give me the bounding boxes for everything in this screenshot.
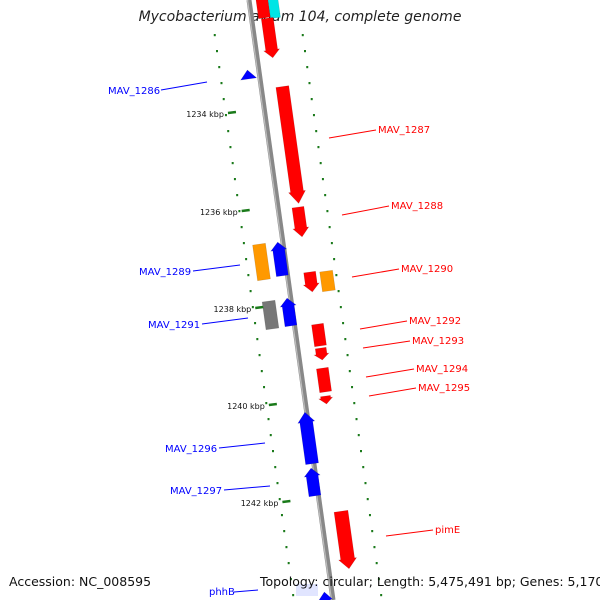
feature-mav-1294[interactable]: [316, 366, 332, 394]
feature-top-cyan[interactable]: [267, 0, 281, 19]
inner-dotted-ring: [213, 34, 295, 597]
gene-label-pime[interactable]: pimE: [385, 525, 460, 537]
feature-pimE[interactable]: [332, 509, 358, 570]
accession-text: Accession: NC_008595: [9, 574, 152, 589]
gene-label-mav-1290[interactable]: MAV_1290: [351, 264, 453, 278]
feature-mav-1289-orange[interactable]: [252, 242, 271, 282]
feature-mav-1290[interactable]: [302, 270, 321, 293]
tick-label: 1236 kbp: [200, 208, 238, 217]
feature-phhB-shadow: [296, 584, 318, 596]
gene-label-phhb[interactable]: phhB: [209, 587, 259, 598]
svg-text:MAV_1288: MAV_1288: [391, 201, 443, 212]
feature-mav-1291-gray[interactable]: [261, 299, 280, 331]
svg-text:MAV_1290: MAV_1290: [401, 264, 453, 275]
gene-label-mav-1287[interactable]: MAV_1287: [328, 125, 430, 139]
feature-mav-1297[interactable]: [303, 467, 323, 498]
svg-text:MAV_1289: MAV_1289: [139, 267, 191, 278]
feature-mav-1288[interactable]: [290, 205, 310, 238]
gene-label-mav-1296[interactable]: MAV_1296: [165, 442, 266, 455]
svg-text:MAV_1297: MAV_1297: [170, 486, 222, 497]
genome-summary-text: Topology: circular; Length: 5,475,491 bp…: [260, 574, 600, 589]
feature-mav-1293[interactable]: [313, 346, 330, 361]
tick-label: 1234 kbp: [186, 110, 224, 119]
tick-label: 1238 kbp: [214, 305, 252, 314]
feature-mav-1296[interactable]: [296, 411, 320, 465]
svg-text:MAV_1287: MAV_1287: [378, 125, 430, 136]
gene-label-mav-1292[interactable]: MAV_1292: [359, 316, 461, 330]
feature-mav-1291[interactable]: [279, 297, 299, 328]
map-title: Mycobacterium avium 104, complete genome: [138, 9, 462, 25]
svg-text:phhB: phhB: [209, 587, 235, 598]
svg-text:MAV_1292: MAV_1292: [409, 316, 461, 327]
tick-mark: [282, 499, 291, 504]
tick-mark: [268, 402, 277, 407]
genome-backbone: [246, 0, 336, 600]
tick-mark: [227, 110, 237, 115]
gene-label-mav-1288[interactable]: MAV_1288: [341, 201, 443, 216]
feature-top-red-2[interactable]: [259, 17, 281, 59]
gene-label-mav-1294[interactable]: MAV_1294: [365, 364, 468, 378]
feature-mav-1286[interactable]: [239, 69, 258, 81]
feature-mav-1292[interactable]: [311, 322, 327, 348]
svg-text:pimE: pimE: [435, 525, 460, 536]
tick-mark: [241, 208, 250, 213]
gene-label-mav-1293[interactable]: MAV_1293: [362, 336, 464, 349]
outer-dotted-ring: [301, 34, 383, 597]
svg-text:MAV_1293: MAV_1293: [412, 336, 464, 347]
tick-label: 1242 kbp: [241, 499, 279, 508]
svg-text:MAV_1295: MAV_1295: [418, 383, 470, 394]
feature-mav-1295[interactable]: [317, 395, 334, 405]
svg-text:MAV_1286: MAV_1286: [108, 86, 160, 97]
feature-mav-1289[interactable]: [270, 241, 291, 278]
feature-mav-1287[interactable]: [274, 85, 307, 204]
svg-text:MAV_1291: MAV_1291: [148, 320, 200, 331]
gene-label-mav-1289[interactable]: MAV_1289: [139, 264, 241, 278]
gene-label-mav-1295[interactable]: MAV_1295: [368, 383, 470, 397]
tick-label: 1240 kbp: [227, 402, 265, 411]
svg-text:MAV_1294: MAV_1294: [416, 364, 468, 375]
gene-label-mav-1297[interactable]: MAV_1297: [170, 485, 271, 497]
svg-text:MAV_1296: MAV_1296: [165, 444, 217, 455]
tick-mark: [255, 305, 264, 310]
feature-mav-1290-orange[interactable]: [319, 269, 336, 293]
gene-label-mav-1291[interactable]: MAV_1291: [148, 317, 249, 331]
gene-label-mav-1286[interactable]: MAV_1286: [108, 81, 208, 97]
